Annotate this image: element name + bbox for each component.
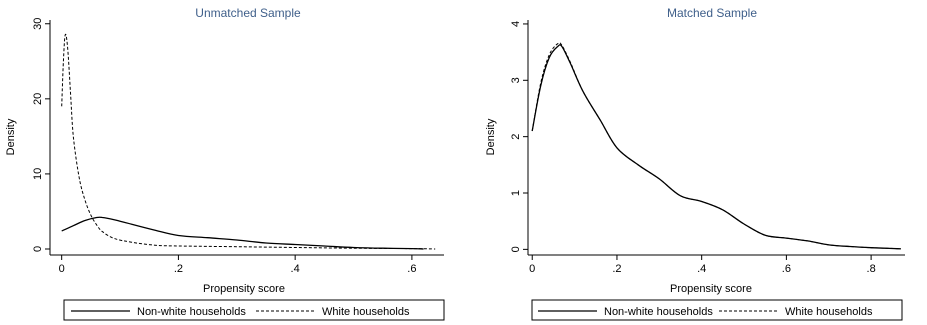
y-axis-label: Density — [485, 118, 497, 155]
x-tick-label: 0 — [59, 263, 65, 275]
x-tick-label: .4 — [697, 263, 706, 275]
series-line-non-white-households — [531, 44, 901, 250]
y-tick-label: 30 — [32, 18, 44, 30]
chart-panel-matched: Matched Sample Density Propensity score … — [485, 6, 905, 321]
y-tick-label: 10 — [32, 168, 44, 180]
series-line-non-white-households — [61, 216, 424, 250]
x-tick-label: .6 — [782, 263, 791, 275]
y-tick-label: 4 — [510, 21, 522, 27]
series-line-white-households — [61, 33, 436, 250]
x-tick-label: .6 — [407, 263, 416, 275]
y-tick-label: 0 — [32, 246, 44, 252]
y-tick-label: 1 — [510, 190, 522, 196]
y-tick-label: 20 — [32, 93, 44, 105]
x-tick-label: .8 — [867, 263, 876, 275]
legend: Non-white households White households — [531, 299, 903, 321]
chart-title: Matched Sample — [667, 6, 757, 20]
legend-label: White households — [785, 306, 873, 318]
legend-label: Non-white households — [137, 306, 246, 318]
legend-box — [531, 299, 903, 321]
y-tick-label: 0 — [510, 246, 522, 252]
plot-area: 0 10 20 30 0 .2 .4 .6 — [32, 18, 444, 275]
x-axis-label: Propensity score — [670, 283, 752, 295]
y-axis-label: Density — [5, 118, 17, 155]
y-tick-label: 2 — [510, 134, 522, 140]
chart-panel-unmatched: Unmatched Sample Density Propensity scor… — [5, 6, 445, 321]
x-tick-label: .2 — [612, 263, 621, 275]
legend-label: White households — [322, 306, 410, 318]
chart-title: Unmatched Sample — [195, 6, 301, 20]
x-tick-label: .4 — [291, 263, 300, 275]
legend-box — [63, 299, 445, 321]
series-line-white-households — [531, 42, 901, 250]
x-axis-label: Propensity score — [203, 283, 285, 295]
y-tick-label: 3 — [510, 77, 522, 83]
x-tick-label: .2 — [174, 263, 183, 275]
plot-area: 0 1 2 3 4 0 .2 .4 .6 .8 — [510, 20, 905, 275]
legend-label: Non-white households — [604, 306, 713, 318]
legend: Non-white households White households — [63, 299, 445, 321]
x-tick-label: 0 — [529, 263, 535, 275]
